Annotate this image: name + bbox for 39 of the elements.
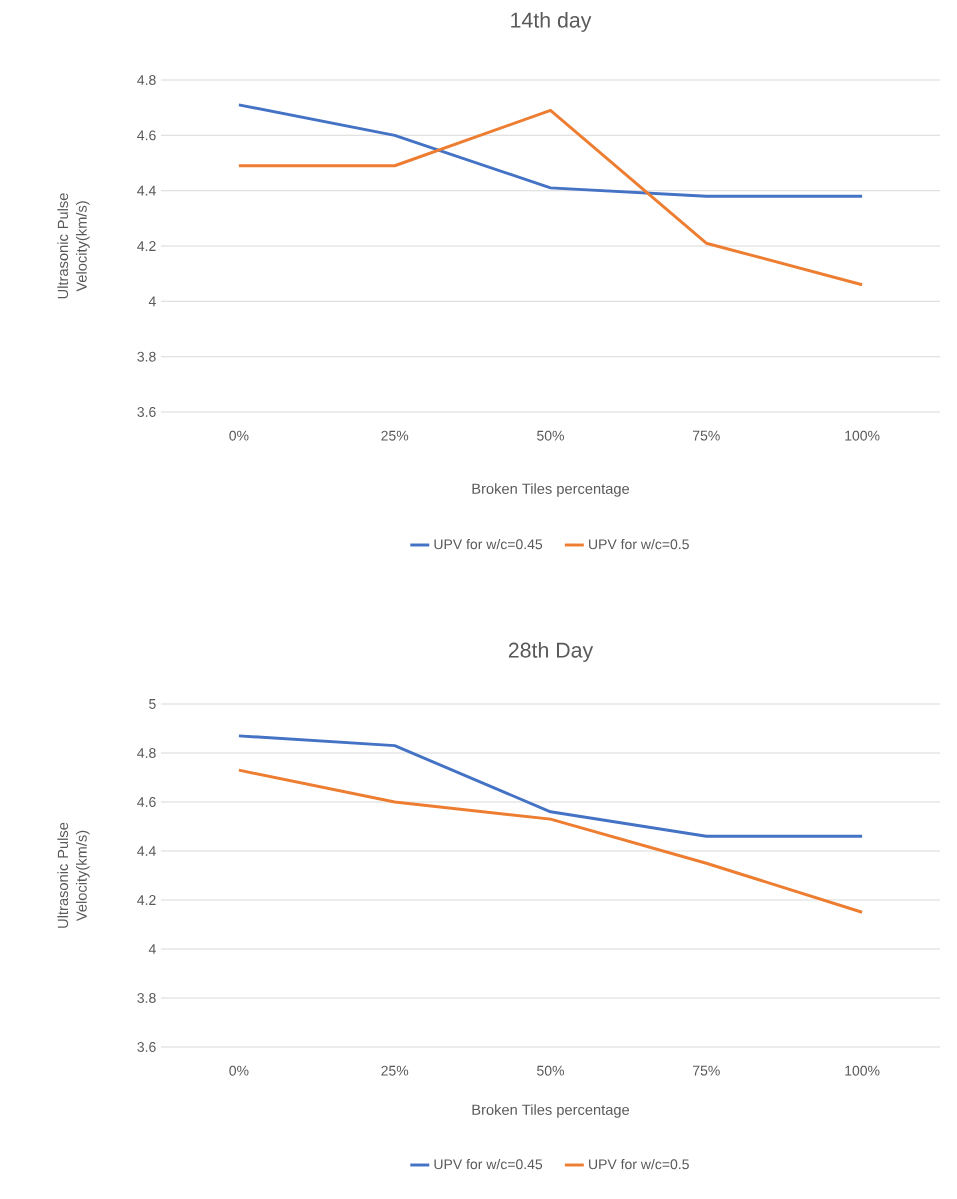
y-tick-label: 3.6 bbox=[137, 1042, 156, 1052]
y-tick-label: 5 bbox=[149, 699, 156, 709]
legend-label: UPV for w/c=0.5 bbox=[589, 538, 689, 550]
line-series bbox=[237, 768, 864, 914]
y-axis-title: Ultrasonic Pulse Velocity(km/s) bbox=[57, 193, 90, 299]
x-tick-label: 100% bbox=[845, 430, 880, 441]
x-tick-label: 25% bbox=[381, 1065, 409, 1076]
y-tick-label: 3.8 bbox=[137, 351, 156, 362]
x-tick-label: 50% bbox=[537, 1065, 564, 1076]
y-tick-label: 4.8 bbox=[137, 748, 156, 758]
x-tick-label: 75% bbox=[693, 430, 720, 441]
legend-label: UPV for w/c=0.45 bbox=[434, 538, 543, 550]
y-tick-label: 4 bbox=[148, 296, 156, 307]
y-tick-label: 3.6 bbox=[137, 407, 156, 417]
y-tick-label: 4.4 bbox=[137, 846, 156, 856]
x-axis-title: Broken Tiles percentage bbox=[472, 483, 630, 497]
y-tick-label: 4.2 bbox=[137, 241, 156, 251]
y-tick-label: 4.4 bbox=[137, 185, 156, 196]
y-tick-label: 4.6 bbox=[137, 797, 156, 807]
x-tick-label: 100% bbox=[845, 1065, 880, 1076]
y-tick-label: 4 bbox=[148, 944, 156, 954]
line-series bbox=[237, 734, 864, 838]
y-axis-title: Ultrasonic Pulse Velocity(km/s) bbox=[57, 822, 90, 928]
y-tick-label: 3.8 bbox=[137, 993, 156, 1003]
y-tick-label: 4.8 bbox=[137, 75, 156, 85]
line-series bbox=[237, 108, 864, 287]
x-tick-label: 50% bbox=[537, 430, 564, 441]
x-axis-title: Broken Tiles percentage bbox=[472, 1104, 630, 1118]
chart-title: 28th Day bbox=[508, 642, 594, 662]
line-series bbox=[237, 103, 864, 198]
legend-label: UPV for w/c=0.45 bbox=[434, 1158, 543, 1170]
y-tick-label: 4.2 bbox=[137, 895, 156, 905]
x-tick-label: 0% bbox=[229, 430, 249, 441]
chart-title: 14th day bbox=[511, 12, 592, 32]
x-tick-label: 25% bbox=[381, 430, 409, 441]
x-tick-label: 75% bbox=[693, 1065, 720, 1076]
legend-label: UPV for w/c=0.5 bbox=[589, 1158, 689, 1170]
y-tick-label: 4.6 bbox=[137, 130, 156, 141]
x-tick-label: 0% bbox=[229, 1065, 249, 1076]
